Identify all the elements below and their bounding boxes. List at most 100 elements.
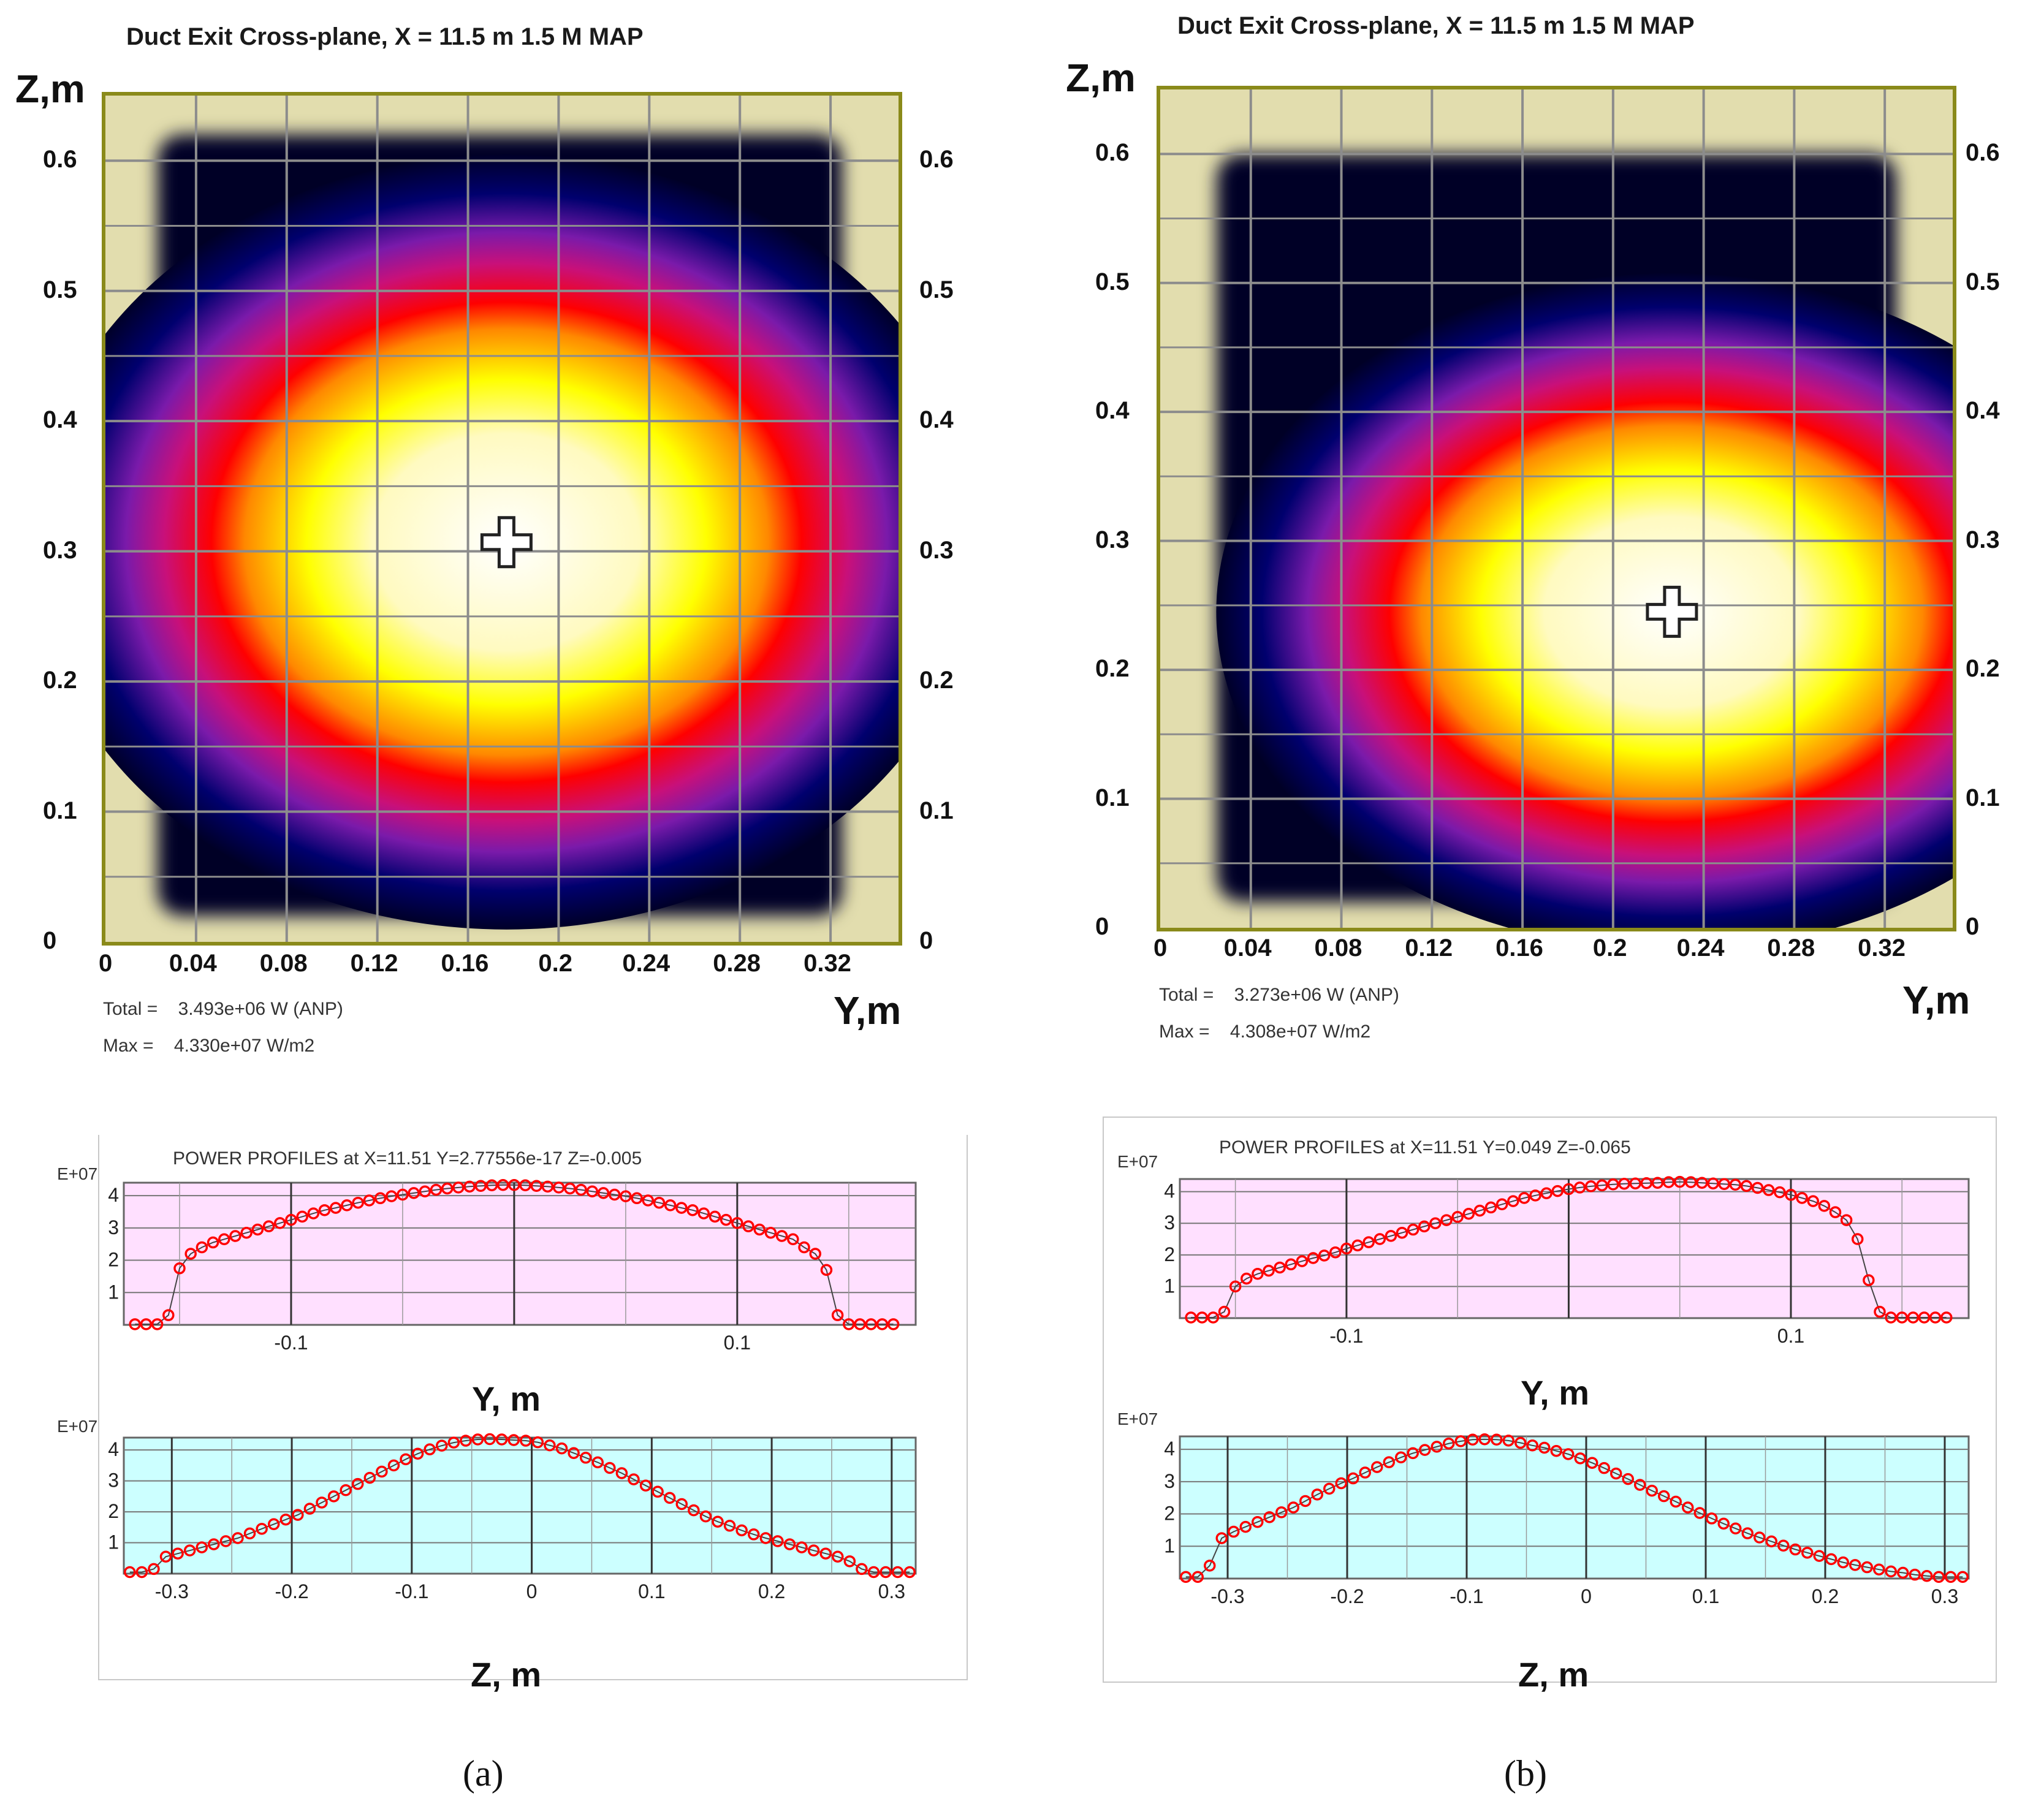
data-point [1318, 1249, 1331, 1262]
y-axis-title: Y,m [834, 988, 902, 1033]
y-tick-label: 0.16 [1495, 935, 1543, 961]
data-point [1275, 1506, 1288, 1519]
data-point [675, 1498, 688, 1511]
data-point [352, 1196, 364, 1209]
data-point [1467, 1433, 1479, 1446]
data-point [819, 1547, 832, 1560]
data-point [374, 1192, 387, 1205]
data-point [1263, 1264, 1275, 1277]
data-point [207, 1236, 219, 1249]
data-point [1514, 1436, 1527, 1449]
data-point [140, 1318, 153, 1330]
data-point [1395, 1451, 1407, 1464]
data-point [530, 1180, 543, 1192]
data-point [1932, 1571, 1945, 1583]
data-point [229, 1230, 241, 1242]
z-profile-axis-title: Z, m [1518, 1655, 1589, 1694]
data-point [318, 1204, 331, 1216]
data-point [243, 1527, 256, 1540]
data-point [1618, 1177, 1630, 1190]
data-point [831, 1309, 844, 1321]
data-point [1538, 1441, 1551, 1454]
data-point [387, 1459, 400, 1472]
data-point [1740, 1180, 1753, 1192]
z-tick-label: 0.4 [1966, 397, 2000, 425]
data-point [1229, 1280, 1242, 1293]
y-profile-plot: 1 2 3 4 -0.1 0.1 [102, 1178, 917, 1363]
z-tick-label: 0.3 [1966, 526, 2000, 553]
total-label: Total = [103, 999, 163, 1019]
x-tick-label: -0.1 [395, 1580, 428, 1602]
x-tick-label: -0.1 [274, 1332, 308, 1354]
data-point [1754, 1531, 1766, 1544]
data-point [1840, 1214, 1853, 1226]
data-point [307, 1207, 320, 1219]
data-point [351, 1477, 364, 1490]
data-point [1440, 1214, 1453, 1226]
data-point [1407, 1447, 1419, 1460]
data-point [1921, 1570, 1933, 1582]
data-point [1796, 1192, 1808, 1204]
panel-caption: (b) [1504, 1753, 1547, 1794]
heatmap-frame [102, 92, 902, 946]
data-point [218, 1233, 230, 1246]
x-tick-label: -0.2 [1330, 1585, 1364, 1607]
data-point [1574, 1452, 1586, 1465]
data-point [1518, 1192, 1530, 1204]
z-tick-label: 0 [43, 927, 57, 954]
data-point [628, 1473, 640, 1485]
z-tick-label: 0.6 [1966, 139, 2000, 167]
data-point [496, 1178, 509, 1191]
data-point [856, 1563, 868, 1575]
profiles-box [1103, 1117, 1997, 1683]
x-tick-label: 0.2 [758, 1580, 785, 1602]
data-point [1807, 1195, 1819, 1207]
x-tick-label: -0.3 [1210, 1585, 1244, 1607]
data-point [1918, 1311, 1931, 1324]
data-point [1296, 1255, 1309, 1267]
data-point [376, 1465, 388, 1478]
total-readout: Total = 3.273e+06 W (ANP) [1159, 985, 1399, 1006]
data-point [832, 1550, 844, 1563]
panel-caption: (a) [463, 1753, 504, 1794]
data-point [1651, 1177, 1664, 1189]
data-point [1573, 1181, 1586, 1194]
data-point [1462, 1208, 1475, 1220]
data-point [712, 1515, 724, 1528]
z-tick-label: 0.2 [43, 667, 77, 694]
data-point [1385, 1230, 1397, 1242]
data-point [699, 1510, 712, 1523]
data-point [865, 1318, 877, 1330]
data-point [408, 1187, 420, 1199]
data-point [1629, 1177, 1641, 1189]
x-tick-label: -0.2 [275, 1580, 308, 1602]
data-point [1351, 1239, 1364, 1252]
data-point [1730, 1522, 1742, 1535]
data-point [1551, 1185, 1564, 1197]
y-tick-label: 2 [108, 1249, 119, 1271]
data-point [1670, 1495, 1682, 1508]
data-point [820, 1264, 833, 1276]
data-point [1873, 1563, 1885, 1575]
heatmap-image [1160, 89, 1953, 928]
data-point [219, 1535, 232, 1547]
data-point [159, 1550, 172, 1563]
data-point [1801, 1547, 1814, 1559]
data-point [1529, 1189, 1541, 1202]
y-profile-exponent: E+07 [57, 1164, 98, 1183]
data-point [903, 1566, 916, 1579]
data-point [1907, 1311, 1920, 1324]
data-point [285, 1213, 297, 1226]
data-point [1696, 1177, 1708, 1189]
data-point [251, 1223, 264, 1236]
data-point [1502, 1435, 1514, 1447]
z-profile-chart: 1 2 3 4 -0.3 -0.2 -0.1 0 0.1 0.2 0.3 [1164, 1433, 1970, 1607]
profiles-title: POWER PROFILES at X=11.51 Y=0.049 Z=-0.0… [1219, 1137, 1631, 1158]
data-point [1329, 1246, 1342, 1259]
max-label: Max = [1159, 1022, 1215, 1042]
data-point [1646, 1484, 1658, 1497]
data-point [764, 1226, 777, 1239]
y-tick-label: 4 [108, 1184, 119, 1206]
data-point [1863, 1274, 1875, 1286]
data-point [531, 1436, 544, 1449]
